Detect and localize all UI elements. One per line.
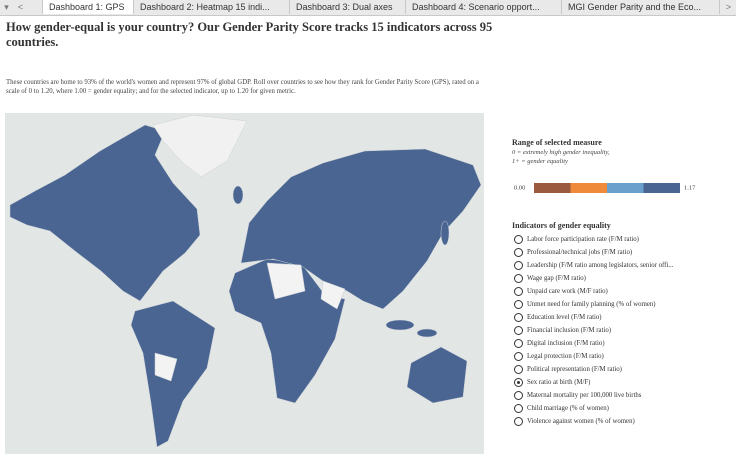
radio-button[interactable] — [514, 248, 523, 257]
radio-label: Unpaid care work (M/F ratio) — [527, 288, 608, 295]
radio-option[interactable]: Maternal mortality per 100,000 live birt… — [512, 389, 732, 402]
legend-segment — [643, 183, 680, 193]
indicator-filter: Indicators of gender equality Labor forc… — [512, 221, 732, 428]
radio-option[interactable]: Digital inclusion (F/M ratio) — [512, 337, 732, 350]
tab[interactable]: Dashboard 3: Dual axes — [290, 0, 406, 14]
tab-bar: ▾ < > Dashboard 1: GPS Dashboard 2: Heatm… — [0, 0, 736, 16]
island[interactable] — [385, 319, 415, 331]
radio-label: Violence against women (% of women) — [527, 418, 635, 425]
no-data-region — [266, 262, 306, 300]
radio-button[interactable] — [514, 274, 523, 283]
radio-button[interactable] — [514, 365, 523, 374]
radio-button[interactable] — [514, 287, 523, 296]
radio-button[interactable] — [514, 378, 523, 387]
radio-button[interactable] — [514, 300, 523, 309]
island[interactable] — [416, 328, 438, 338]
filter-title: Indicators of gender equality — [512, 221, 611, 230]
legend-segment — [534, 183, 571, 193]
radio-option[interactable]: Financial inclusion (F/M ratio) — [512, 324, 732, 337]
no-data-region — [320, 280, 346, 310]
menu-button[interactable]: ▾ — [4, 2, 9, 12]
radio-option[interactable]: Leadership (F/M ratio among legislators,… — [512, 259, 732, 272]
radio-option[interactable]: Wage gap (F/M ratio) — [512, 272, 732, 285]
color-legend: 0.00 1.17 — [514, 183, 696, 193]
radio-option[interactable]: Violence against women (% of women) — [512, 415, 732, 428]
radio-button[interactable] — [514, 417, 523, 426]
radio-button[interactable] — [514, 391, 523, 400]
legend-note: 1+ = gender equality — [512, 158, 568, 165]
tab[interactable]: Dashboard 4: Scenario opport... — [406, 0, 562, 14]
radio-label: Labor force participation rate (F/M rati… — [527, 236, 639, 243]
legend-max: 1.17 — [684, 184, 696, 191]
radio-label: Professional/technical jobs (F/M ratio) — [527, 249, 633, 256]
radio-option[interactable]: Unmet need for family planning (% of wom… — [512, 298, 732, 311]
page-title: How gender-equal is your country? Our Ge… — [6, 20, 493, 49]
radio-label: Political representation (F/M ratio) — [527, 366, 622, 373]
prev-tab-button[interactable]: < — [17, 2, 24, 12]
radio-option[interactable]: Labor force participation rate (F/M rati… — [512, 233, 732, 246]
no-data-region — [154, 352, 178, 382]
tab[interactable]: MGI Gender Parity and the Eco... — [562, 0, 720, 14]
legend-note: 0 = extremely high gender inequality, — [512, 149, 610, 156]
legend-title: Range of selected measure — [512, 138, 602, 147]
tab[interactable]: Dashboard 2: Heatmap 15 indi... — [134, 0, 290, 14]
radio-label: Education level (F/M ratio) — [527, 314, 602, 321]
radio-option[interactable]: Political representation (F/M ratio) — [512, 363, 732, 376]
legend-segment — [570, 183, 607, 193]
radio-label: Wage gap (F/M ratio) — [527, 275, 586, 282]
radio-button[interactable] — [514, 404, 523, 413]
radio-option[interactable]: Sex ratio at birth (M/F) — [512, 376, 732, 389]
tab[interactable]: Dashboard 1: GPS — [42, 0, 134, 14]
radio-button[interactable] — [514, 261, 523, 270]
radio-button[interactable] — [514, 235, 523, 244]
radio-label: Maternal mortality per 100,000 live birt… — [527, 392, 642, 399]
island[interactable] — [232, 185, 244, 205]
radio-option[interactable]: Unpaid care work (M/F ratio) — [512, 285, 732, 298]
legend-segment — [607, 183, 644, 193]
side-panel: Range of selected measure 0 = extremely … — [512, 138, 732, 426]
greenland — [152, 114, 248, 178]
north-america[interactable] — [9, 124, 201, 302]
radio-button[interactable] — [514, 313, 523, 322]
radio-label: Leadership (F/M ratio among legislators,… — [527, 262, 674, 269]
australia[interactable] — [406, 346, 468, 404]
radio-label: Financial inclusion (F/M ratio) — [527, 327, 612, 334]
legend-min: 0.00 — [514, 184, 525, 191]
radio-label: Legal protection (F/M ratio) — [527, 353, 604, 360]
radio-button[interactable] — [514, 339, 523, 348]
radio-label: Digital inclusion (F/M ratio) — [527, 340, 605, 347]
radio-label: Child marriage (% of women) — [527, 405, 609, 412]
island[interactable] — [440, 220, 450, 246]
next-tab-button[interactable]: > — [725, 2, 732, 12]
radio-button[interactable] — [514, 352, 523, 361]
radio-option[interactable]: Education level (F/M ratio) — [512, 311, 732, 324]
description: These countries are home to 93% of the w… — [6, 79, 479, 95]
radio-label: Unmet need for family planning (% of wom… — [527, 301, 656, 308]
radio-label: Sex ratio at birth (M/F) — [527, 379, 591, 386]
world-map — [5, 113, 484, 454]
radio-button[interactable] — [514, 326, 523, 335]
radio-option[interactable]: Professional/technical jobs (F/M ratio) — [512, 246, 732, 259]
radio-option[interactable]: Child marriage (% of women) — [512, 402, 732, 415]
radio-option[interactable]: Legal protection (F/M ratio) — [512, 350, 732, 363]
